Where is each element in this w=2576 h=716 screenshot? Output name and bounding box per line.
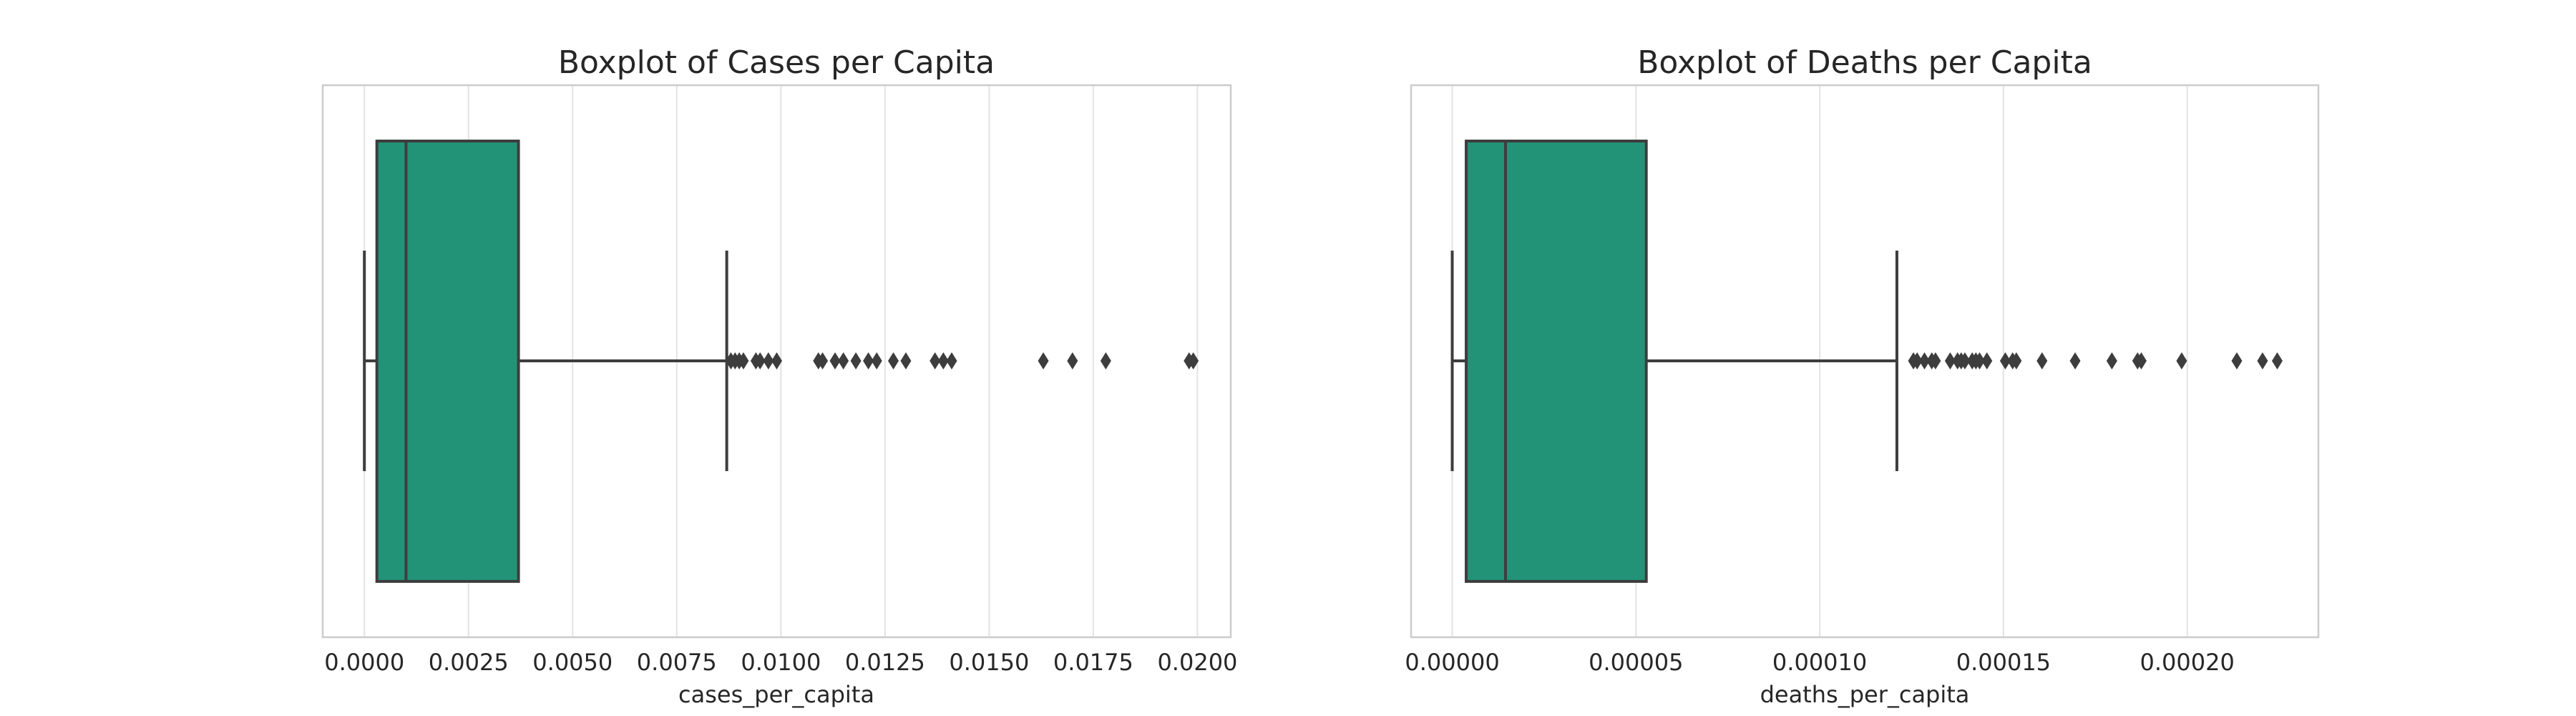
x-tick-label: 0.00015	[1956, 649, 2051, 676]
outlier-point	[2176, 352, 2187, 369]
outlier-point	[1999, 352, 2011, 369]
boxplot	[363, 140, 728, 583]
outlier-point	[887, 352, 899, 369]
x-axis-label: deaths_per_capita	[1760, 681, 1970, 708]
outlier-point	[1918, 352, 1930, 369]
outlier-point	[2271, 352, 2283, 369]
outlier-point	[1974, 352, 1985, 369]
outlier-point	[2106, 352, 2117, 369]
x-tick-label: 0.00010	[1772, 649, 1867, 676]
outlier-point	[817, 352, 829, 369]
chart-title: Boxplot of Deaths per Capita	[1637, 44, 2092, 81]
outlier-point	[946, 352, 957, 369]
outlier-point	[850, 352, 862, 369]
outlier-point	[937, 352, 949, 369]
x-tick-label: 0.0025	[429, 649, 509, 676]
x-tick-label: 0.0050	[532, 649, 613, 676]
x-axis-label: cases_per_capita	[678, 681, 874, 708]
x-tick-label: 0.0100	[741, 649, 821, 676]
outlier-point	[1930, 352, 1941, 369]
iqr-box	[375, 140, 520, 583]
x-tick-label: 0.0200	[1157, 649, 1237, 676]
outlier-point	[900, 352, 912, 369]
tick-labels: 0.0000 0.0025 0.0050 0.0075 0.0100 0.0125 0.01…	[324, 649, 1237, 676]
tick-labels: 0.00000 0.00005 0.00010 0.00015 0.00020	[1405, 649, 2234, 676]
iqr-box	[1465, 140, 1648, 583]
x-tick-label: 0.0150	[949, 649, 1029, 676]
outlier-point	[871, 352, 882, 369]
boxplot	[1450, 140, 1898, 583]
outlier-point	[863, 352, 874, 369]
x-tick-label: 0.0175	[1053, 649, 1133, 676]
outlier-point	[1100, 352, 1111, 369]
outlier-point	[1981, 352, 1993, 369]
outlier-point	[2069, 352, 2081, 369]
outlier-point	[838, 352, 849, 369]
x-tick-label: 0.00005	[1589, 649, 1683, 676]
outlier-point	[763, 352, 774, 369]
chart-panel-cases: 0.0000 0.0025 0.0050 0.0075 0.0100 0.0125 0.01…	[321, 44, 1237, 708]
outlier-point	[1067, 352, 1078, 369]
x-tick-label: 0.0125	[845, 649, 925, 676]
outlier-point	[930, 352, 941, 369]
plot-frame	[321, 84, 1232, 639]
outlier-point	[1188, 352, 1199, 369]
chart-title: Boxplot of Cases per Capita	[558, 44, 995, 81]
x-tick-label: 0.00020	[2140, 649, 2234, 676]
outlier-point	[2257, 352, 2268, 369]
outlier-point	[738, 352, 749, 369]
outlier-point	[754, 352, 766, 369]
outlier-points	[725, 352, 1199, 369]
outlier-point	[1911, 352, 1923, 369]
outlier-point	[771, 352, 782, 369]
outlier-point	[2011, 352, 2022, 369]
chart-panel-deaths: 0.00000 0.00005 0.00010 0.00015 0.00020 Boxp…	[1405, 44, 2320, 708]
outlier-point	[1944, 352, 1956, 369]
outlier-point	[1038, 352, 1049, 369]
x-tick-label: 0.0000	[324, 649, 404, 676]
outlier-point	[829, 352, 841, 369]
outlier-points	[1908, 352, 2283, 369]
outlier-point	[2231, 352, 2243, 369]
x-tick-label: 0.0075	[637, 649, 717, 676]
x-tick-label: 0.00000	[1405, 649, 1499, 676]
outlier-point	[2036, 352, 2048, 369]
outlier-point	[1959, 352, 1971, 369]
outlier-point	[2135, 352, 2147, 369]
plot-frame	[1410, 84, 2320, 639]
